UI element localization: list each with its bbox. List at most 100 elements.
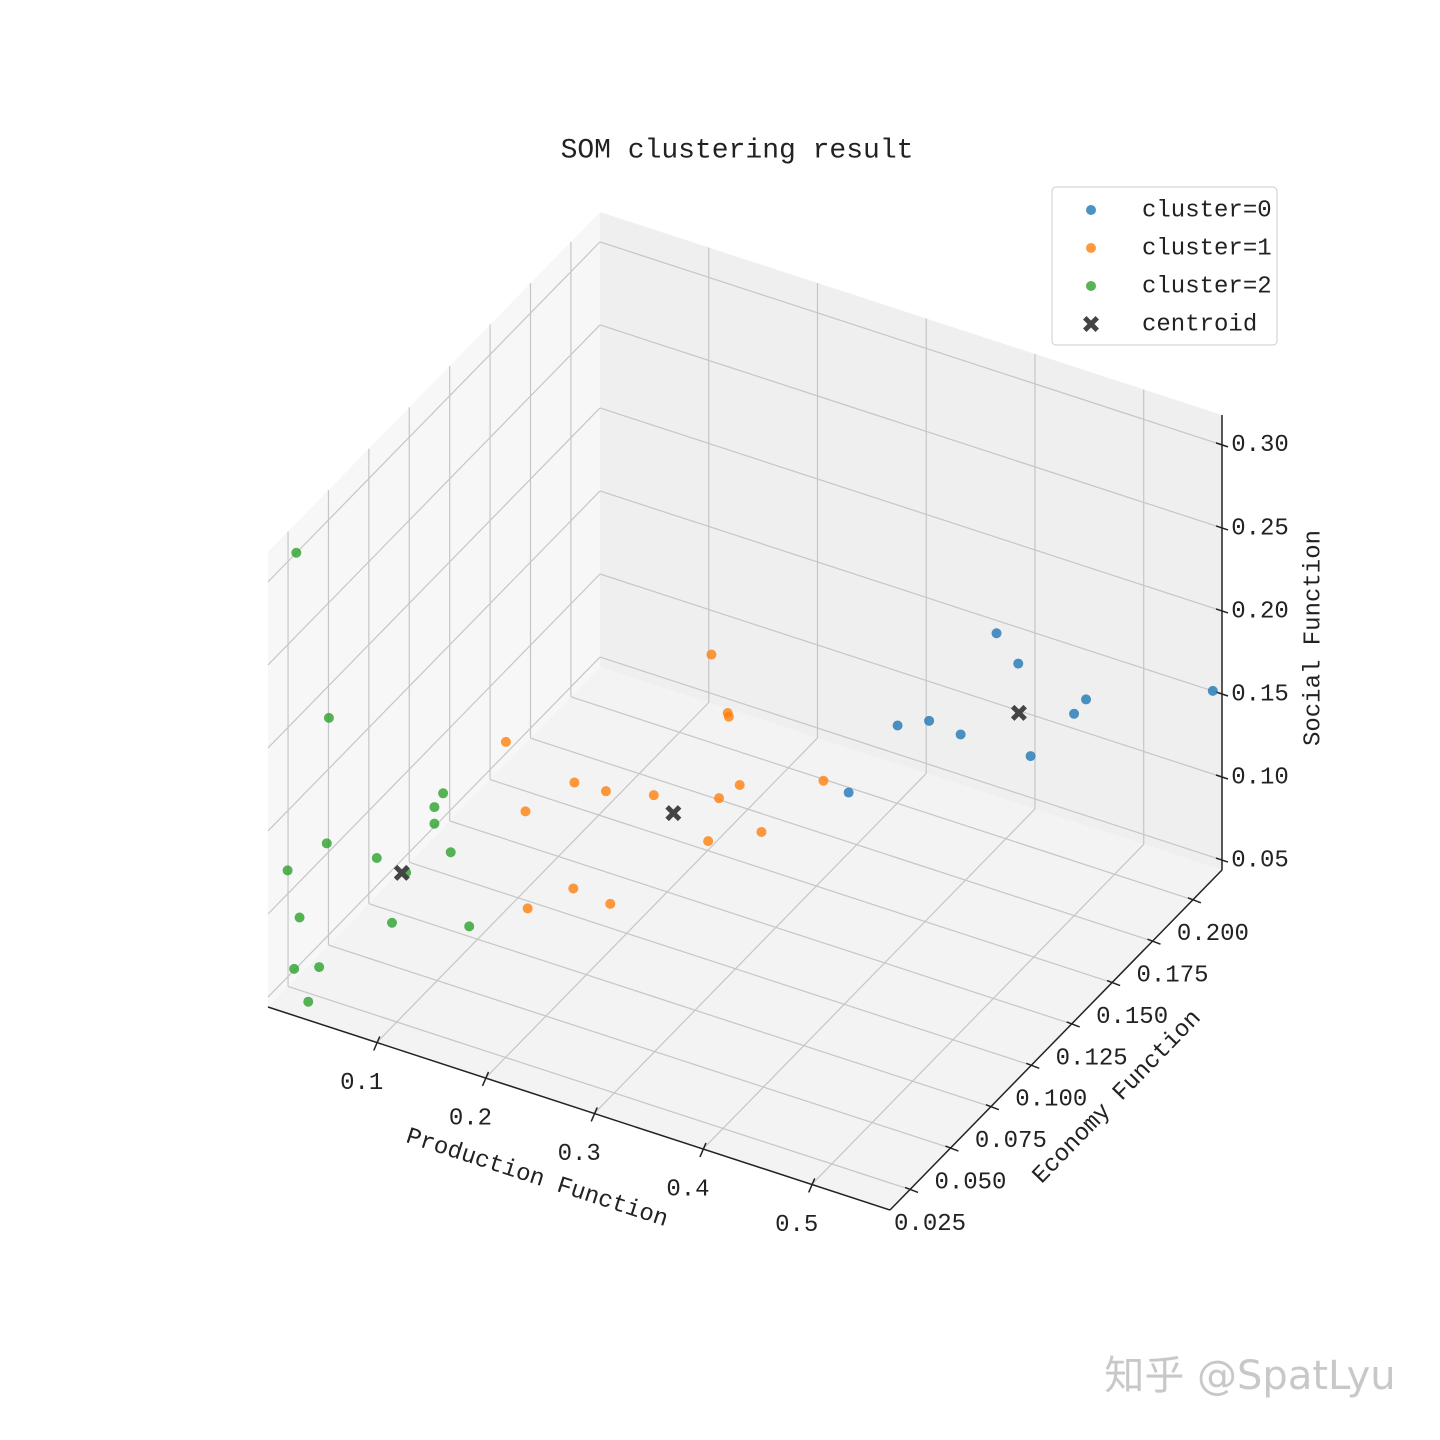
y-tick-label: 0.075 <box>975 1128 1047 1155</box>
point <box>1207 685 1218 696</box>
watermark: 知乎 @SpatLyu <box>1104 1353 1395 1399</box>
y-axis-line <box>889 869 1223 1211</box>
point <box>500 736 511 747</box>
grid-line <box>267 490 601 832</box>
grid-line <box>449 820 1072 1025</box>
x-tick-label: 0.2 <box>449 1105 492 1132</box>
point <box>291 547 302 558</box>
point <box>991 628 1002 639</box>
x-tick <box>590 1107 598 1122</box>
point <box>429 802 440 813</box>
y-tick-label: 0.200 <box>1177 921 1249 948</box>
point <box>445 847 456 858</box>
centroid-marker <box>665 805 682 822</box>
grid-line <box>409 861 1032 1066</box>
point <box>706 649 717 660</box>
point <box>520 806 531 817</box>
y-tick <box>945 1145 959 1152</box>
grid-line <box>267 573 601 915</box>
x-tick <box>373 1036 381 1051</box>
point <box>818 775 829 786</box>
z-tick-label: 0.25 <box>1231 515 1289 542</box>
legend-box <box>1051 186 1278 346</box>
x-tick <box>481 1071 490 1087</box>
grid-line <box>485 737 818 1079</box>
grid-line <box>811 844 1145 1185</box>
grid-line <box>599 407 1223 612</box>
z-tick-label: 0.05 <box>1231 847 1289 874</box>
y-tick-label: 0.050 <box>934 1169 1006 1196</box>
point <box>321 838 332 849</box>
grid-line <box>267 241 601 583</box>
axes: 0.1 0.2 0.3 0.4 0.5 0.025 0.050 0.075 0.100 0.125… <box>267 415 1289 1239</box>
point <box>1069 708 1080 719</box>
floor-pane <box>268 667 1222 1210</box>
point <box>1013 658 1024 669</box>
point <box>1025 751 1036 762</box>
point <box>522 903 533 914</box>
legend-marker <box>1086 281 1096 291</box>
x-tick-label: 0.3 <box>558 1141 601 1168</box>
y-tick-label: 0.175 <box>1136 963 1208 990</box>
point <box>924 715 935 726</box>
point <box>438 788 449 799</box>
chart-title: SOM clustering result <box>561 135 914 166</box>
z-axis-label: Social Function <box>1300 530 1327 746</box>
grid-line <box>368 903 992 1108</box>
grid-line <box>267 324 601 666</box>
point <box>605 898 616 909</box>
grid-line <box>287 985 911 1191</box>
y-tick-label: 0.100 <box>1015 1087 1087 1114</box>
point <box>955 729 966 740</box>
y-tick <box>1026 1062 1040 1070</box>
grid-line <box>328 944 951 1149</box>
grid-line <box>376 702 710 1043</box>
back-pane <box>600 212 1222 870</box>
point <box>734 779 745 790</box>
grid-line <box>267 407 601 749</box>
point <box>703 836 714 847</box>
point <box>892 720 903 731</box>
grid-line <box>599 241 1223 446</box>
y-tick-label: 0.025 <box>894 1211 966 1238</box>
grid-line <box>702 808 1036 1150</box>
point <box>569 777 580 788</box>
point <box>600 786 611 797</box>
y-tick-label: 0.150 <box>1096 1004 1168 1031</box>
y-tick <box>1106 979 1121 987</box>
point <box>723 711 734 722</box>
grid-line <box>570 696 1194 901</box>
point <box>386 917 397 928</box>
y-tick-label: 0.125 <box>1056 1045 1128 1072</box>
marks <box>282 547 1218 1007</box>
y-tick <box>1187 897 1202 904</box>
legend-marker <box>1086 205 1096 215</box>
grid-line <box>599 573 1223 778</box>
point <box>294 912 305 923</box>
point <box>282 865 293 876</box>
centroid-marker <box>1010 704 1027 721</box>
x-tick <box>808 1178 816 1193</box>
z-tick-label: 0.15 <box>1231 681 1289 708</box>
legend-label: centroid <box>1142 311 1257 338</box>
z-tick-label: 0.20 <box>1231 598 1289 625</box>
point <box>314 962 325 973</box>
grid-line <box>599 490 1223 695</box>
point <box>371 853 382 864</box>
grid-line <box>599 324 1223 529</box>
grid-line <box>599 656 1223 861</box>
y-tick <box>985 1104 1000 1111</box>
point <box>648 790 659 801</box>
legend-label: cluster=0 <box>1142 197 1272 224</box>
centroid-marker <box>393 864 410 881</box>
x-tick <box>699 1142 707 1158</box>
point <box>568 883 579 894</box>
y-tick <box>904 1186 919 1194</box>
point <box>843 787 854 798</box>
grid-line <box>530 737 1153 942</box>
y-tick <box>1147 938 1161 945</box>
x-tick-label: 0.4 <box>666 1176 709 1203</box>
grid <box>267 241 1223 1191</box>
z-tick-label: 0.30 <box>1231 432 1289 459</box>
